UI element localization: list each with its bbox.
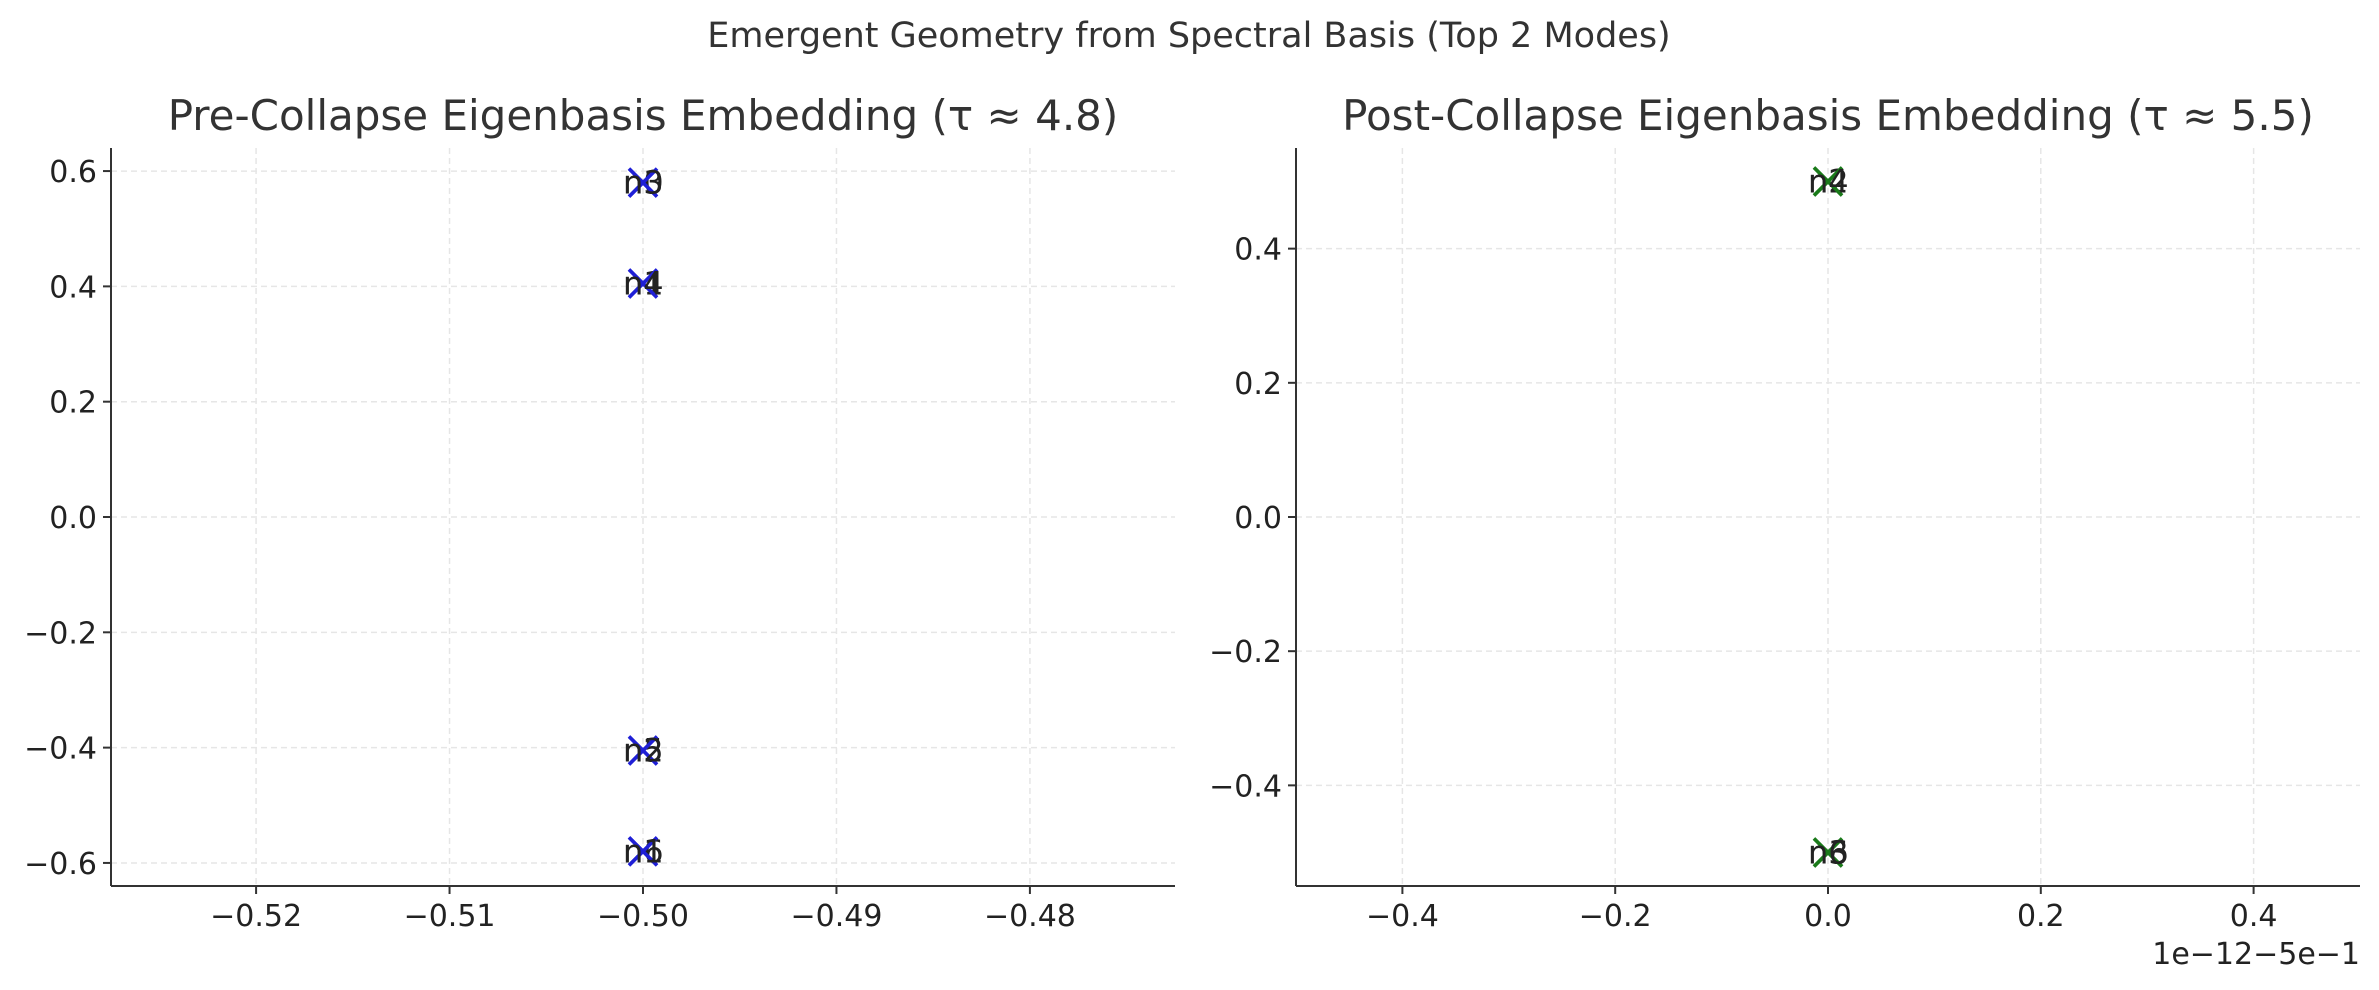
subplot-1: −0.52 −0.51 −0.50 −0.49 −0.48 −0.6 −0.4 −0.2 0.0… <box>24 91 1175 934</box>
figure-suptitle: Emergent Geometry from Spectral Basis (T… <box>707 16 1670 56</box>
subplots: −0.52 −0.51 −0.50 −0.49 −0.48 −0.6 −0.4 −0.2 0.0… <box>24 91 2360 972</box>
subplot-2: −0.4 −0.2 0.0 0.2 0.4 −0.4 −0.2 0.0 0.2 0.4 Post-C… <box>1209 91 2360 972</box>
data-point-marker <box>1812 837 1844 868</box>
x-tick-label: 0.2 <box>2017 899 2065 934</box>
x-offset-text: 1e−12−5e−1 <box>2152 937 2360 972</box>
data-point-label: n3 <box>623 164 664 202</box>
x-tick-label: 0.0 <box>1804 899 1852 934</box>
x-tick-label: −0.52 <box>210 899 302 934</box>
data-point-label: n6 <box>1808 833 1849 871</box>
x-tick-label: −0.2 <box>1579 899 1652 934</box>
x-tick-label: 0.4 <box>2230 899 2278 934</box>
y-tick-label: 0.2 <box>49 386 97 421</box>
y-tick-label: −0.6 <box>24 847 97 882</box>
y-tick-label: −0.2 <box>1209 635 1282 670</box>
x-tick-label: −0.49 <box>790 899 882 934</box>
data-point-marker <box>627 268 659 299</box>
data-point-marker <box>1812 166 1844 197</box>
y-tick-label: 0.0 <box>49 501 97 536</box>
y-tick-label: 0.2 <box>1234 367 1282 402</box>
data-point-marker <box>627 167 659 198</box>
y-tick-label: 0.4 <box>49 270 97 305</box>
x-tick-label: −0.48 <box>984 899 1076 934</box>
x-tick-label: −0.4 <box>1366 899 1439 934</box>
y-tick-label: 0.0 <box>1234 501 1282 536</box>
x-tick-label: −0.50 <box>597 899 689 934</box>
data-point-marker <box>627 836 659 867</box>
y-tick-label: −0.2 <box>24 616 97 651</box>
data-point-label: n2 <box>623 732 664 770</box>
x-tick-label: −0.51 <box>404 899 496 934</box>
data-point-label: n1 <box>623 832 664 870</box>
subplot-title: Pre-Collapse Eigenbasis Embedding (τ ≈ 4… <box>168 91 1119 140</box>
y-tick-label: −0.4 <box>24 732 97 767</box>
subplot-title: Post-Collapse Eigenbasis Embedding (τ ≈ … <box>1342 91 2314 140</box>
data-point-marker <box>627 735 659 766</box>
y-tick-label: −0.4 <box>1209 769 1282 804</box>
y-tick-label: 0.4 <box>1234 233 1282 268</box>
data-point-label: n4 <box>623 264 664 302</box>
data-point-label: n4 <box>1808 163 1849 201</box>
y-tick-label: 0.6 <box>49 155 97 190</box>
